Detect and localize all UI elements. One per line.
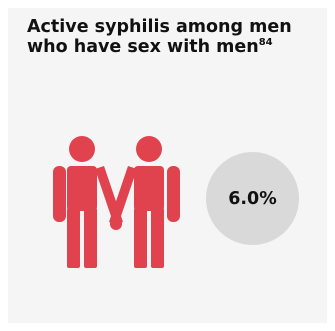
two-men-holding-hands-icon [49, 136, 184, 268]
card-title: Active syphilis among men who have sex w… [27, 17, 297, 57]
reference-superscript: 84 [258, 37, 273, 48]
stat-value: 6.0% [228, 188, 277, 209]
card-title-text: Active syphilis among men who have sex w… [27, 17, 292, 57]
stat-circle: 6.0% [206, 152, 299, 245]
